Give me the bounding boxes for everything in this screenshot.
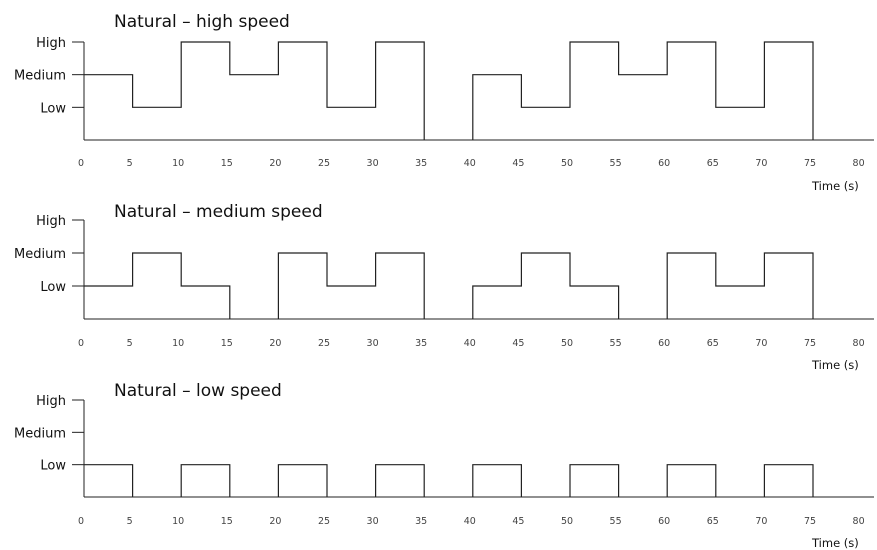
step-signal-run-1 <box>84 464 134 497</box>
x-tick-label: 20 <box>269 338 281 349</box>
x-tick-label: 20 <box>269 158 281 169</box>
y-level-label-high: High <box>36 394 66 409</box>
step-signal-run-5 <box>472 464 522 497</box>
x-tick-label: 0 <box>78 338 84 349</box>
x-tick-label: 0 <box>78 158 84 169</box>
x-tick-label: 15 <box>221 516 233 527</box>
x-tick-label: 10 <box>172 338 184 349</box>
x-tick-label: 20 <box>269 516 281 527</box>
x-tick-label: 55 <box>610 158 622 169</box>
x-tick-label: 15 <box>221 158 233 169</box>
step-signal-run-3 <box>277 464 328 497</box>
x-tick-label: 70 <box>755 338 767 349</box>
x-tick-label: 10 <box>172 158 184 169</box>
x-tick-label: 80 <box>853 516 865 527</box>
step-signal-run-7 <box>666 464 717 497</box>
x-tick-label: 60 <box>658 516 670 527</box>
y-level-label-low: Low <box>40 459 66 474</box>
x-tick-label: 50 <box>561 158 573 169</box>
y-level-label-low: Low <box>40 280 66 295</box>
step-signal-run-2 <box>472 41 814 140</box>
y-level-label-low: Low <box>40 101 66 116</box>
step-signal-run-1 <box>84 41 425 140</box>
x-tick-label: 35 <box>415 338 427 349</box>
step-signal-run-8 <box>763 464 814 497</box>
x-axis-label: Time (s) <box>811 536 859 550</box>
chart-title: Natural – high speed <box>114 12 290 32</box>
x-tick-label: 30 <box>367 158 379 169</box>
x-tick-label: 75 <box>804 338 816 349</box>
x-tick-label: 10 <box>172 516 184 527</box>
x-tick-label: 30 <box>367 338 379 349</box>
x-tick-label: 50 <box>561 338 573 349</box>
chart-panel-2: Natural – medium speed Low Medium High 0 5 10 1… <box>14 202 874 372</box>
x-tick-label: 30 <box>367 516 379 527</box>
chart-title: Natural – medium speed <box>114 202 323 222</box>
y-level-label-high: High <box>36 36 66 51</box>
x-tick-label: 25 <box>318 338 330 349</box>
step-signal-run-1 <box>84 252 231 319</box>
x-tick-label: 40 <box>464 516 476 527</box>
x-tick-label: 80 <box>853 338 865 349</box>
x-tick-label: 80 <box>853 158 865 169</box>
x-axis-label: Time (s) <box>811 358 859 372</box>
x-tick-label: 35 <box>415 516 427 527</box>
x-tick-label: 60 <box>658 338 670 349</box>
x-tick-label: 5 <box>127 338 133 349</box>
x-tick-label: 5 <box>127 516 133 527</box>
x-tick-label: 45 <box>512 516 524 527</box>
step-signal-run-4 <box>375 464 425 497</box>
step-signal-run-6 <box>569 464 620 497</box>
x-tick-label: 50 <box>561 516 573 527</box>
y-level-label-medium: Medium <box>14 69 66 84</box>
x-tick-label: 65 <box>707 158 719 169</box>
step-signal-run-2 <box>277 252 425 319</box>
x-tick-label: 70 <box>755 516 767 527</box>
x-tick-label: 5 <box>127 158 133 169</box>
x-tick-label: 15 <box>221 338 233 349</box>
x-tick-label: 40 <box>464 158 476 169</box>
chart-title: Natural – low speed <box>114 381 282 401</box>
step-signal-run-3 <box>472 252 620 319</box>
x-tick-label: 25 <box>318 158 330 169</box>
x-tick-label: 45 <box>512 158 524 169</box>
step-signal-run-4 <box>666 252 814 319</box>
x-tick-label: 45 <box>512 338 524 349</box>
x-tick-label: 70 <box>755 158 767 169</box>
x-axis-label: Time (s) <box>811 179 859 193</box>
x-tick-label: 65 <box>707 516 719 527</box>
x-tick-label: 75 <box>804 516 816 527</box>
x-tick-label: 35 <box>415 158 427 169</box>
y-level-label-high: High <box>36 214 66 229</box>
x-tick-label: 0 <box>78 516 84 527</box>
chart-panel-1: Natural – high speed Low Medium High 0 5 10 15 2… <box>14 12 874 193</box>
step-signal-run-2 <box>180 464 231 497</box>
x-tick-label: 55 <box>610 338 622 349</box>
x-tick-label: 60 <box>658 158 670 169</box>
x-tick-label: 40 <box>464 338 476 349</box>
chart-panel-3: Natural – low speed Low Medium High 0 5 10 15 20… <box>14 381 874 550</box>
x-tick-label: 55 <box>610 516 622 527</box>
y-level-label-medium: Medium <box>14 426 66 441</box>
x-tick-label: 65 <box>707 338 719 349</box>
y-level-label-medium: Medium <box>14 247 66 262</box>
x-tick-label: 75 <box>804 158 816 169</box>
x-tick-label: 25 <box>318 516 330 527</box>
